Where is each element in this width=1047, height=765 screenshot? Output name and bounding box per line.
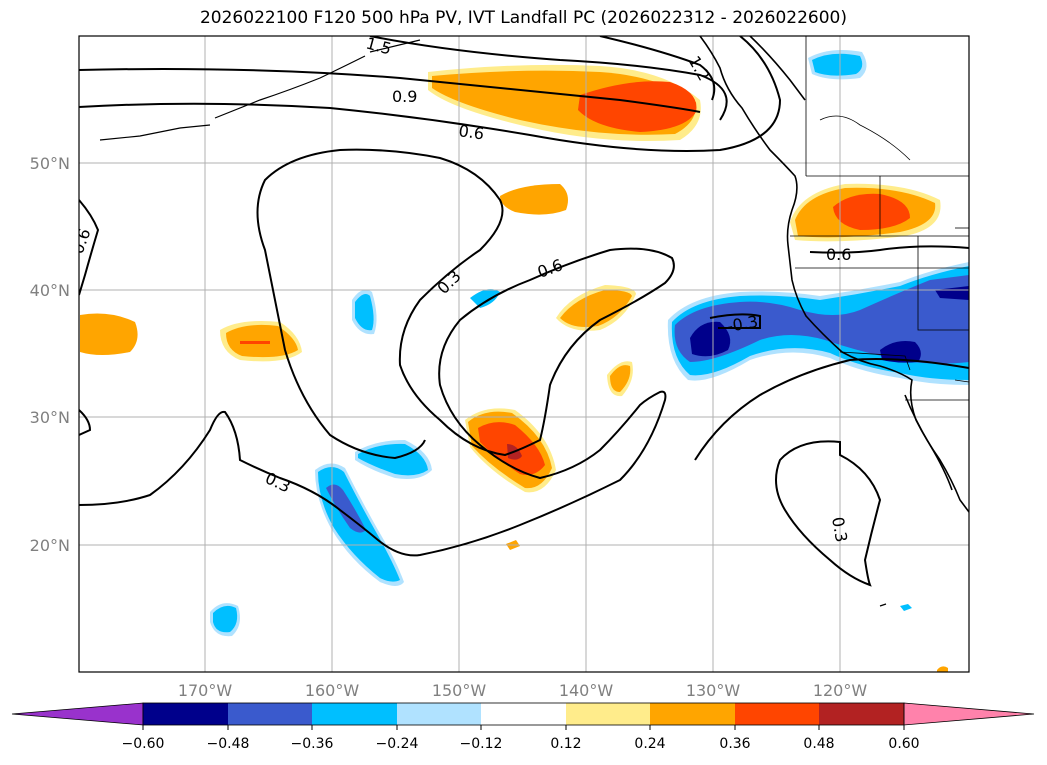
colorbar-tick-label: 0.12 (550, 736, 581, 752)
positive-anomaly-145w-north (500, 184, 568, 215)
shaded-fields: 0.9 0.6 1.2 1.5 0.6 0.3 0.6 0.6 -0.3 0.3… (68, 34, 969, 672)
colorbar-segment-2 (228, 703, 312, 725)
positive-anomaly-subtropical (465, 408, 556, 493)
borders (790, 36, 969, 401)
plot-frame (78, 35, 970, 673)
lon-label-170w: 170°W (178, 681, 233, 700)
lon-label-140w: 140°W (559, 681, 614, 700)
lon-label-130w: 130°W (686, 681, 741, 700)
colorbar-tick-label: 0.60 (888, 736, 919, 752)
colorbar-segment-8 (735, 703, 819, 725)
contour-label-0-6-east: 0.6 (826, 245, 851, 264)
colorbar-extend-low (11, 702, 144, 726)
colorbar-tick-label: −0.24 (376, 736, 419, 752)
positive-anomaly-west (80, 313, 138, 355)
islands (99, 39, 887, 607)
lon-label-160w: 160°W (305, 681, 360, 700)
gridlines (79, 36, 969, 672)
contour-label-0-6-west: 0.6 (68, 226, 95, 256)
colorbar-tick-label: 0.36 (719, 736, 750, 752)
colorbar-segment-4 (397, 703, 481, 725)
contour-label-1-5: 1.5 (364, 34, 394, 59)
colorbar-frame (142, 702, 905, 726)
coastlines (699, 36, 969, 513)
colorbar-segment-3 (312, 703, 397, 725)
contour-label-0-6-middle: 0.6 (535, 255, 565, 282)
negative-anomaly-169w (210, 603, 240, 637)
latitude-labels: 50°N 40°N 30°N 20°N (30, 154, 70, 555)
positive-anomaly-140w (556, 285, 636, 331)
negative-anomaly-155w (352, 289, 377, 335)
colorbar-segment-9 (819, 703, 904, 725)
colorbar-tick-label: −0.12 (460, 736, 503, 752)
colorbar-ticks (142, 725, 905, 730)
colorbar-tick-label: 0.48 (803, 736, 834, 752)
colorbar-tick-label: −0.36 (291, 736, 334, 752)
colorbar-tick-label: 0.24 (634, 736, 665, 752)
negative-anomaly-tiny (900, 604, 912, 611)
colorbar-segment-5 (481, 703, 566, 725)
pv-contours (79, 36, 969, 587)
negative-anomaly-california (667, 262, 969, 385)
contour-label-0-3-middle: 0.3 (433, 266, 464, 297)
positive-anomaly-pacific-nw (790, 183, 941, 242)
colorbar: −0.60 −0.48 −0.36 −0.24 −0.12 0.12 0.24 … (11, 702, 1035, 752)
negative-anomaly-148w (470, 289, 500, 308)
contour-label-0-6-north: 0.6 (457, 121, 485, 143)
lat-label-50n: 50°N (30, 154, 70, 173)
contour-label-0-9: 0.9 (392, 87, 417, 106)
colorbar-tick-label: −0.60 (122, 736, 165, 752)
colorbar-extend-high (903, 702, 1035, 726)
contour-label-0-3-southeast: 0.3 (828, 515, 851, 543)
map-title: 2026022100 F120 500 hPa PV, IVT Landfall… (199, 8, 847, 28)
lon-label-150w: 150°W (432, 681, 487, 700)
lat-label-40n: 40°N (30, 281, 70, 300)
colorbar-tick-label: −0.48 (207, 736, 250, 752)
positive-anomaly-gulf-alaska (428, 64, 701, 141)
colorbar-segment-1 (143, 703, 228, 725)
negative-anomaly-gulf-ak-blue (808, 50, 867, 80)
positive-anomaly-138w (607, 361, 633, 397)
colorbar-segment-7 (650, 703, 735, 725)
longitude-labels: 170°W 160°W 150°W 140°W 130°W 120°W (178, 681, 868, 700)
colorbar-segment-6 (566, 703, 650, 725)
lat-label-20n: 20°N (30, 536, 70, 555)
contour-labels: 0.9 0.6 1.2 1.5 0.6 0.3 0.6 0.6 -0.3 0.3… (68, 34, 851, 544)
positive-anomaly-165w (220, 321, 302, 362)
lat-label-30n: 30°N (30, 408, 70, 427)
lon-label-120w: 120°W (813, 681, 868, 700)
